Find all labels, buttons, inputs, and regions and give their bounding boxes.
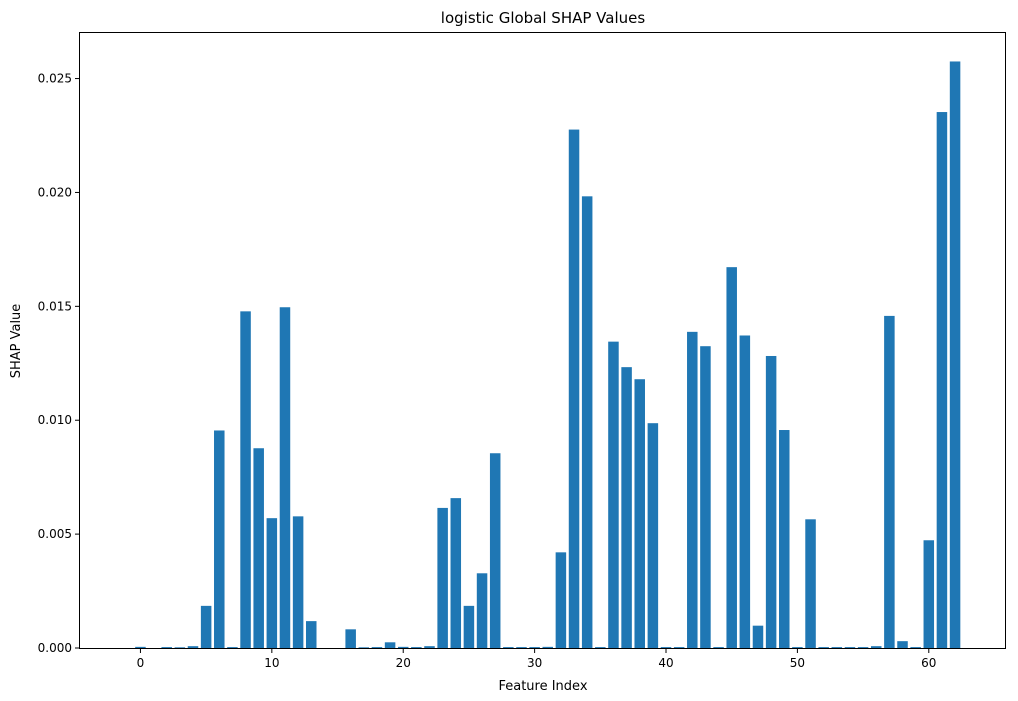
bar-feature-36: [608, 341, 619, 648]
y-tick-label: 0.015: [38, 299, 72, 313]
bar-feature-53: [831, 647, 843, 648]
bar-feature-20: [397, 646, 409, 648]
bar-feature-54: [844, 647, 856, 648]
bar-feature-34: [581, 196, 593, 649]
bar-feature-9: [253, 448, 264, 648]
y-axis-ticks: 0.000 0.005 0.010 0.015 0.020 0.025: [38, 72, 80, 655]
bar-feature-50: [792, 647, 803, 648]
x-tick-label: 10: [264, 656, 279, 670]
bar-feature-26: [476, 573, 488, 648]
bar-feature-59: [910, 647, 921, 648]
bar-feature-18: [371, 647, 383, 648]
bar-feature-47: [752, 625, 764, 648]
bar-feature-11: [279, 307, 291, 648]
bar-feature-38: [634, 379, 645, 648]
bar-feature-58: [897, 641, 908, 648]
chart-title: logistic Global SHAP Values: [441, 9, 646, 27]
bar-feature-46: [739, 335, 751, 648]
bar-feature-4: [187, 646, 199, 648]
bar-feature-10: [266, 518, 278, 648]
bar-feature-32: [555, 552, 567, 648]
bar-feature-27: [489, 453, 501, 648]
bar-feature-39: [647, 423, 659, 648]
bar-feature-29: [516, 647, 527, 648]
bar-feature-49: [779, 430, 790, 648]
bar-feature-12: [292, 516, 304, 648]
bar-feature-13: [305, 621, 317, 648]
plot-frame: [79, 32, 1006, 649]
bar-feature-56: [870, 646, 882, 648]
bar-feature-0: [135, 646, 146, 648]
x-tick-label: 60: [921, 656, 936, 670]
bar-series: [135, 61, 961, 649]
x-axis-label: Feature Index: [498, 679, 587, 694]
bar-feature-25: [463, 605, 475, 648]
bar-feature-48: [765, 355, 777, 648]
bar-feature-33: [568, 129, 580, 649]
y-tick-label: 0.025: [38, 72, 72, 86]
x-tick-label: 50: [790, 656, 805, 670]
bar-feature-28: [503, 647, 514, 648]
bar-feature-45: [726, 267, 737, 648]
bar-feature-40: [660, 647, 672, 648]
bar-feature-22: [424, 646, 435, 648]
bar-feature-2: [161, 647, 172, 648]
bar-feature-37: [621, 367, 632, 648]
y-tick-label: 0.005: [38, 527, 72, 541]
bar-feature-44: [713, 647, 724, 648]
bar-feature-19: [384, 642, 396, 648]
bar-feature-5: [200, 605, 212, 648]
bar-feature-43: [700, 346, 711, 648]
bar-feature-62: [949, 61, 961, 648]
bar-feature-41: [673, 647, 685, 648]
bar-feature-51: [805, 519, 816, 648]
bar-feature-24: [450, 498, 462, 648]
y-tick-label: 0.020: [38, 185, 72, 199]
bar-feature-31: [542, 646, 554, 648]
y-axis-label: SHAP Value: [9, 304, 24, 379]
x-tick-label: 20: [396, 656, 411, 670]
bar-feature-23: [437, 507, 448, 648]
bar-feature-52: [818, 647, 829, 648]
bar-feature-35: [595, 647, 606, 648]
x-tick-label: 40: [658, 656, 673, 670]
bar-feature-16: [345, 629, 356, 648]
bar-feature-30: [529, 647, 540, 648]
bar-feature-6: [214, 430, 225, 648]
bar-feature-7: [227, 647, 238, 648]
bar-feature-57: [884, 315, 895, 648]
bar-feature-17: [358, 647, 370, 648]
bar-feature-21: [411, 647, 422, 648]
bar-feature-61: [936, 112, 948, 649]
y-tick-label: 0.000: [38, 641, 72, 655]
x-axis-ticks: 0 10 20 30 40 50 60: [137, 648, 936, 670]
x-tick-label: 30: [527, 656, 542, 670]
bar-feature-3: [174, 647, 186, 648]
bar-feature-42: [687, 331, 698, 648]
bar-feature-60: [923, 540, 935, 648]
x-tick-label: 0: [137, 656, 145, 670]
bar-feature-55: [857, 647, 869, 648]
bar-feature-8: [240, 311, 251, 648]
y-tick-label: 0.010: [38, 413, 72, 427]
